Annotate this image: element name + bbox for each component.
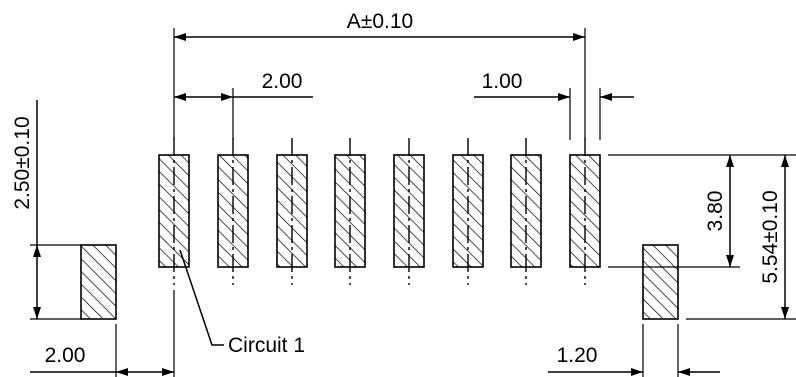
label-pad-width: 1.00 [482,70,523,93]
label-circuit-callout: Circuit 1 [228,334,305,357]
signal-pads [158,154,601,268]
label-pitch: 2.00 [262,70,303,93]
label-row-offset: 2.50±0.10 [11,116,34,209]
label-overall-width: A±0.10 [347,10,413,33]
mounting-pad-right [642,244,679,320]
mounting-pad-left [80,244,117,320]
dimension-lines [30,33,789,376]
label-pad-length: 3.80 [704,191,727,232]
dimension-labels: A±0.10 2.00 1.00 2.50±0.10 3.80 5.54±0.1… [11,10,782,367]
label-overall-length: 5.54±0.10 [759,190,782,283]
mounting-pads [80,244,679,320]
pad-centerlines [173,138,586,285]
label-peg-offset: 2.00 [45,344,86,367]
circuit-callout-leader [179,249,224,346]
label-peg-width: 1.20 [557,344,598,367]
